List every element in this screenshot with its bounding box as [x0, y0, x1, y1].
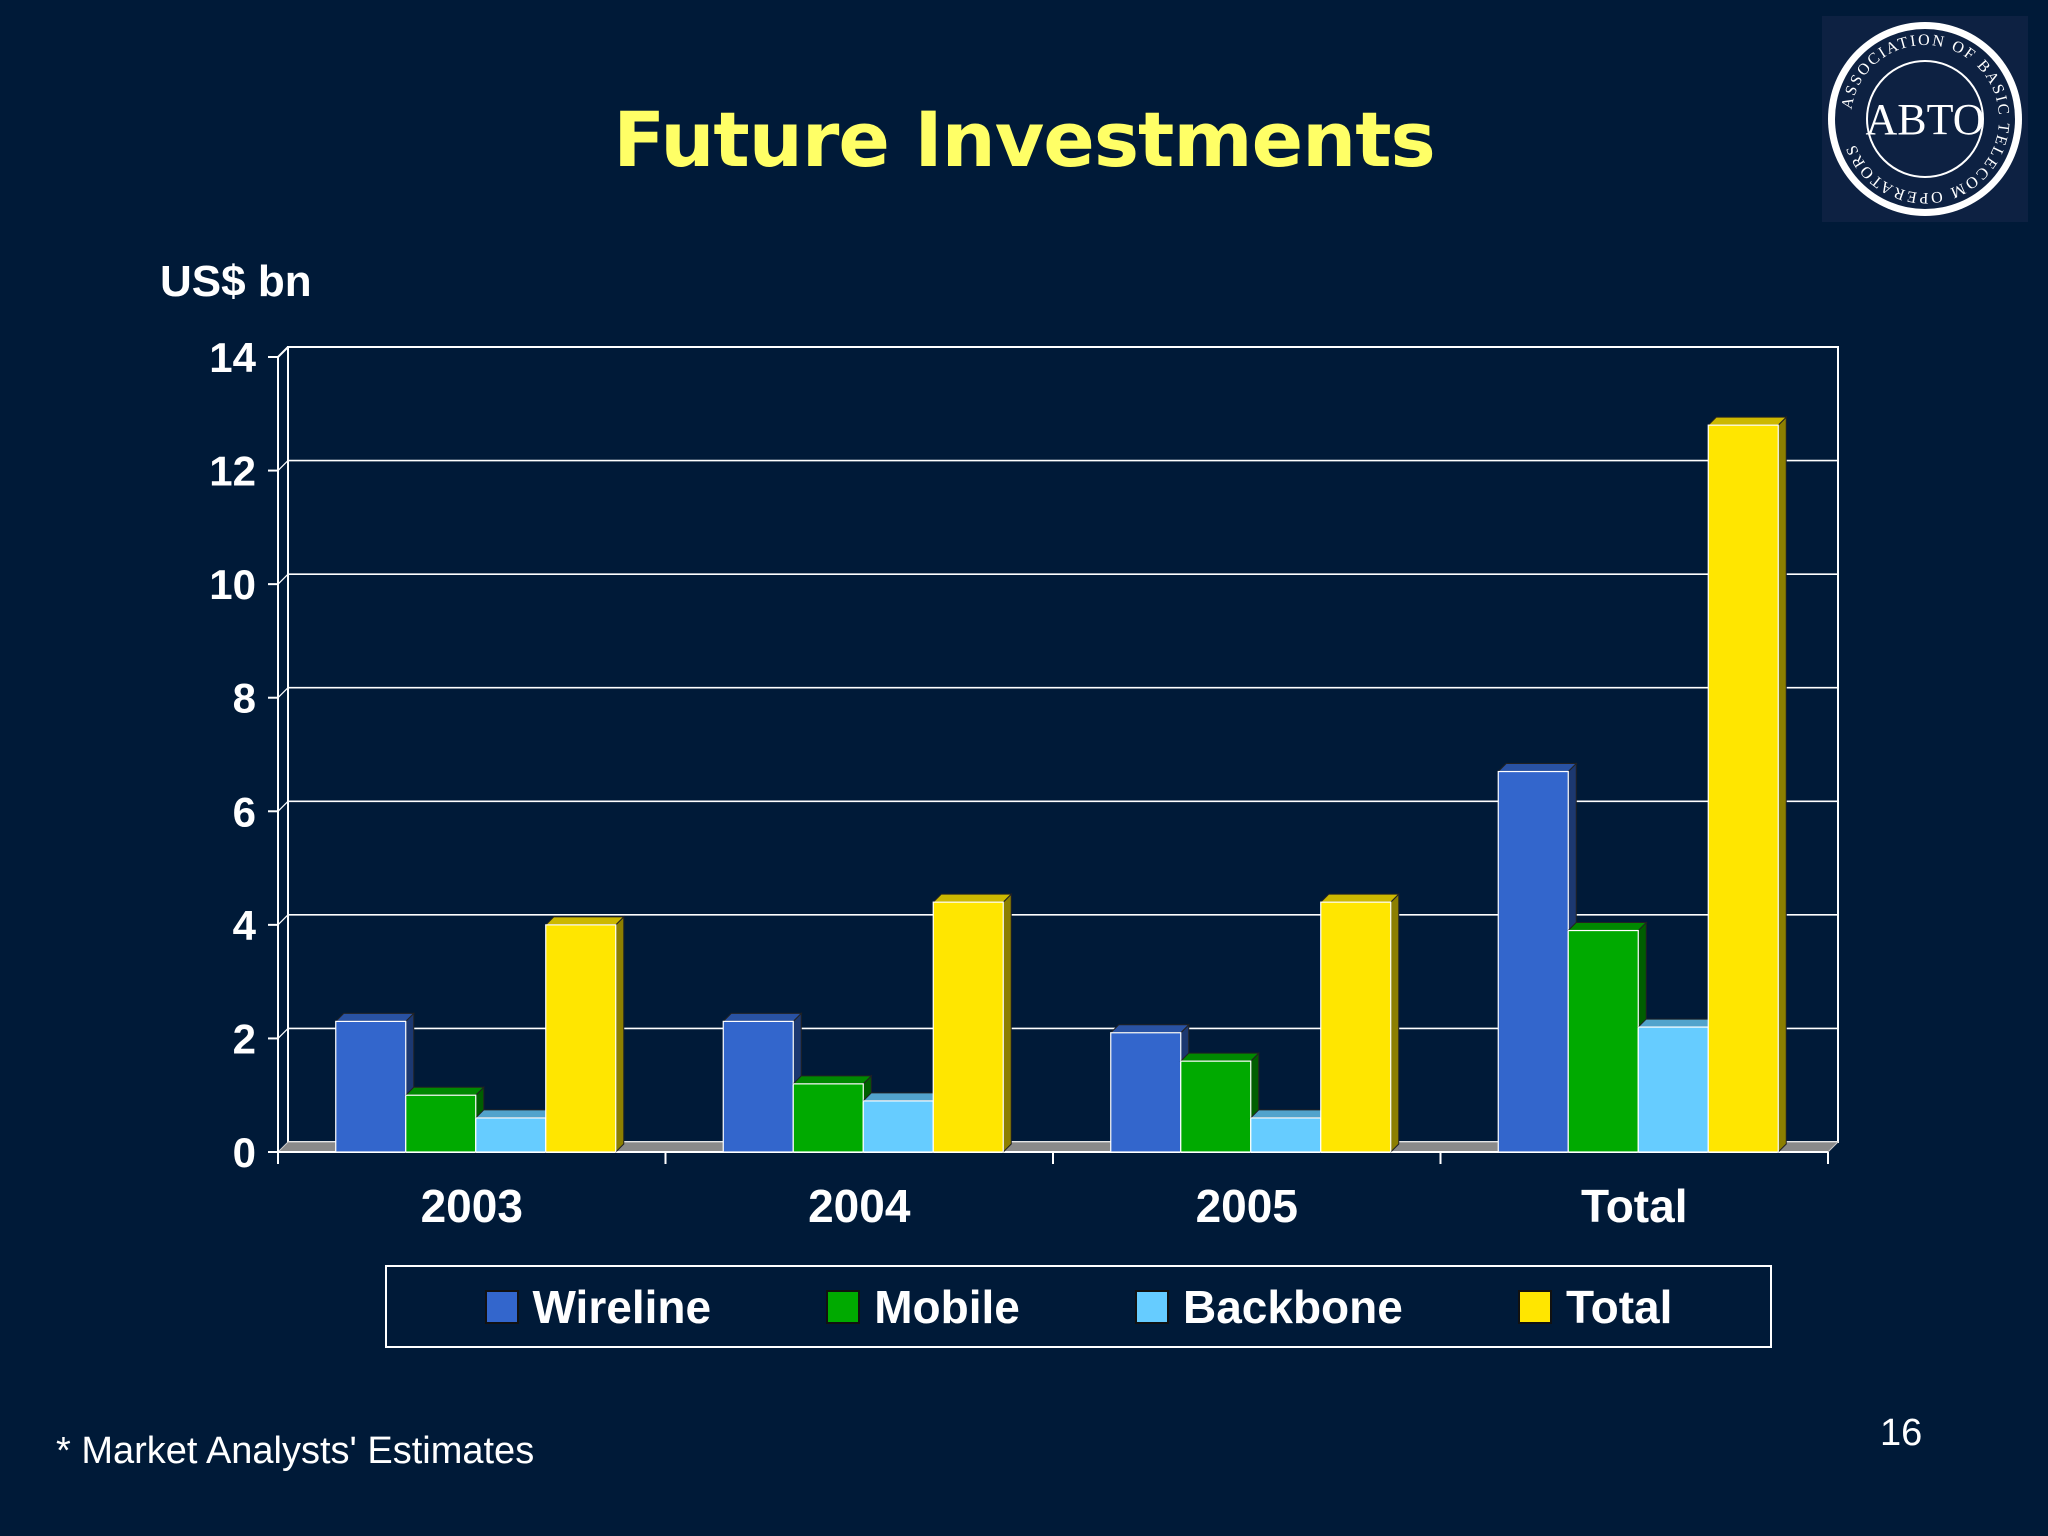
bar — [334, 1012, 415, 1154]
bar — [1179, 1051, 1260, 1154]
bar — [932, 892, 1013, 1154]
legend-label: Wireline — [532, 1280, 712, 1333]
x-tick-label: 2005 — [1196, 1180, 1298, 1232]
legend-swatch — [1517, 1289, 1552, 1324]
gridline-side — [277, 800, 289, 812]
page-number: 16 — [1880, 1412, 1923, 1454]
bar — [404, 1086, 485, 1154]
gridline-side — [277, 573, 289, 585]
bar — [474, 1108, 555, 1154]
abto-logo: ASSOCIATION OF BASIC TELECOM OPERATORS A… — [1822, 16, 2028, 222]
bar-front — [932, 901, 1004, 1153]
y-tick-label: 10 — [209, 561, 256, 608]
y-tick-label: 12 — [209, 448, 256, 495]
bar-top — [544, 916, 625, 926]
bar-front — [1637, 1026, 1709, 1153]
legend-swatch — [1134, 1289, 1169, 1324]
bar-front — [1497, 770, 1569, 1153]
bar-side — [1390, 892, 1400, 1154]
bar-top — [404, 1086, 485, 1096]
bar-side — [615, 915, 625, 1154]
bar — [862, 1091, 943, 1154]
bar-top — [1179, 1052, 1260, 1062]
gridline-side — [277, 914, 289, 926]
bar-top — [792, 1075, 873, 1085]
bar — [722, 1012, 803, 1154]
bar-front — [1320, 901, 1392, 1153]
bar — [792, 1074, 873, 1154]
legend-label: Mobile — [874, 1280, 1020, 1333]
footnote: * Market Analysts' Estimates — [56, 1430, 535, 1472]
y-tick-label: 6 — [233, 788, 256, 835]
gridline-side — [277, 460, 289, 471]
gridline-side — [277, 687, 289, 699]
x-tick-label: 2004 — [808, 1180, 911, 1232]
y-axis-top-edge — [277, 346, 289, 358]
legend-item: Total — [1517, 1280, 1673, 1334]
bar-top — [1707, 416, 1788, 426]
bar-top — [1249, 1109, 1330, 1119]
bar-front — [1110, 1032, 1182, 1153]
bar-top — [722, 1012, 803, 1022]
bar-top — [1637, 1018, 1718, 1028]
bar-front — [1707, 424, 1779, 1153]
bar — [1109, 1023, 1190, 1154]
bar-top — [1567, 922, 1648, 932]
bar-top — [1319, 893, 1400, 903]
legend-label: Total — [1565, 1280, 1673, 1333]
bar-front — [1180, 1060, 1252, 1153]
legend-item: Wireline — [484, 1280, 712, 1334]
bar-front — [1567, 929, 1639, 1153]
bar-top — [1497, 763, 1578, 773]
y-tick-label: 2 — [233, 1015, 256, 1062]
bar-top — [1109, 1024, 1190, 1034]
bar-top — [932, 893, 1013, 903]
legend-item: Mobile — [826, 1280, 1020, 1334]
bar-front — [475, 1117, 547, 1153]
bar — [544, 915, 625, 1154]
logo-center-text: ABTO — [1866, 95, 1985, 144]
bar-front — [335, 1020, 407, 1153]
legend-swatch — [826, 1289, 861, 1324]
bar-front — [792, 1083, 864, 1153]
y-tick-label: 4 — [233, 902, 257, 949]
bar — [1567, 921, 1648, 1154]
bar-front — [545, 924, 617, 1153]
bar-front — [722, 1020, 794, 1153]
x-tick-label: 2003 — [421, 1180, 523, 1232]
bar-top — [334, 1012, 415, 1022]
bar-front — [1250, 1117, 1322, 1153]
bar-front — [405, 1094, 477, 1153]
bar — [1497, 762, 1578, 1154]
bar — [1707, 415, 1788, 1154]
bar — [1637, 1017, 1718, 1154]
bar-side — [1002, 892, 1012, 1154]
legend-swatch — [484, 1289, 519, 1324]
y-tick-label: 8 — [233, 675, 256, 722]
y-axis-label: US$ bn — [160, 257, 312, 306]
bar-top — [862, 1092, 943, 1102]
y-tick-label: 14 — [209, 334, 256, 381]
chart-legend: Wireline Mobile Backbone Total — [385, 1265, 1772, 1348]
gridline-side — [277, 1028, 289, 1039]
y-tick-label: 0 — [233, 1129, 256, 1176]
bar-side — [1777, 415, 1787, 1154]
legend-item: Backbone — [1134, 1280, 1403, 1334]
bar-chart: 0 2 4 6 8 10 12 14 US$ bn 2003 2004 2005 Total — [160, 257, 1840, 1232]
x-tick-label: Total — [1581, 1180, 1687, 1232]
bar — [1249, 1108, 1330, 1154]
bar — [1319, 892, 1400, 1154]
legend-label: Backbone — [1182, 1280, 1403, 1333]
bar-top — [474, 1109, 555, 1119]
bar-front — [862, 1100, 934, 1153]
slide-title: Future Investments — [613, 95, 1436, 184]
